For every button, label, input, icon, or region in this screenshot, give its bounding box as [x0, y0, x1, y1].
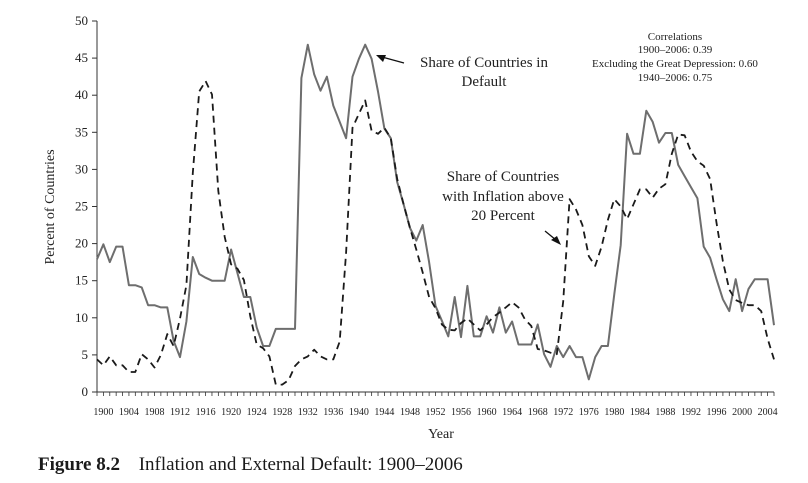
- x-tick-label: 1992: [681, 407, 701, 418]
- y-axis-title: Percent of Countries: [43, 149, 58, 264]
- y-tick-label: 5: [82, 347, 89, 362]
- annotation-inflation-arrowhead-icon: [551, 236, 561, 245]
- x-tick-label: 2004: [758, 407, 778, 418]
- series-line-default: [96, 43, 775, 381]
- y-tick-label: 35: [75, 124, 88, 139]
- annotation-inflation-label: Share of Countries with Inflation above …: [442, 169, 564, 245]
- y-tick-label: 10: [75, 310, 88, 325]
- x-tick-label: 1968: [528, 407, 548, 418]
- x-tick-label: 1952: [426, 407, 446, 418]
- annotation-default-arrow: [381, 56, 405, 64]
- figure-title: Inflation and External Default: 1900–200…: [138, 454, 463, 475]
- y-tick-label: 0: [82, 384, 89, 399]
- x-tick-label: 1980: [604, 407, 624, 418]
- y-tick-label: 40: [75, 87, 88, 102]
- annotation-inflation-line2: with Inflation above: [442, 189, 564, 205]
- x-tick-label: 1932: [298, 407, 318, 418]
- x-tick-label: 1900: [93, 407, 113, 418]
- x-tick-label: 1916: [196, 407, 216, 418]
- y-tick-label: 45: [75, 50, 88, 65]
- x-tick-label: 1996: [707, 407, 727, 418]
- figure-caption: Figure 8.2 Inflation and External Defaul…: [38, 454, 463, 476]
- x-tick-label: 1940: [349, 407, 369, 418]
- y-tick-label: 25: [75, 199, 88, 214]
- annotation-default-line1: Share of Countries in: [420, 55, 548, 71]
- correlations-line4: 1940–2006: 0.75: [638, 72, 713, 84]
- annotation-default-label: Share of Countries in Default: [376, 55, 548, 90]
- series-line-inflation: [96, 80, 775, 386]
- annotation-default-arrowhead-icon: [376, 55, 386, 62]
- figure-label: Figure 8.2: [38, 454, 120, 475]
- correlations-line1: Correlations: [648, 31, 702, 43]
- x-tick-label: 1972: [553, 407, 573, 418]
- correlations-line3: Excluding the Great Depression: 0.60: [592, 58, 758, 70]
- annotation-default-line2: Default: [462, 74, 508, 90]
- y-tick-label: 15: [75, 273, 88, 288]
- x-tick-label: 1944: [374, 407, 394, 418]
- annotation-inflation-line1: Share of Countries: [447, 169, 560, 185]
- x-tick-label: 1904: [119, 407, 139, 418]
- x-tick-label: 1988: [655, 407, 675, 418]
- x-axis-title: Year: [428, 427, 454, 442]
- x-tick-label: 2000: [732, 407, 752, 418]
- x-tick-label: 1924: [247, 407, 267, 418]
- x-tick-label: 1964: [502, 407, 522, 418]
- x-tick-label: 1960: [477, 407, 497, 418]
- x-tick-label: 1948: [400, 407, 420, 418]
- y-tick-label: 20: [75, 236, 88, 251]
- annotation-inflation-line3: 20 Percent: [471, 208, 536, 224]
- x-tick-label: 1920: [221, 407, 241, 418]
- y-ticks: 0 5 10 15 20 25 30 35 40 45 50: [75, 13, 97, 399]
- x-tick-label: 1984: [630, 407, 650, 418]
- x-tick-label: 1976: [579, 407, 599, 418]
- y-tick-label: 50: [75, 13, 88, 28]
- x-tick-label: 1912: [170, 407, 190, 418]
- x-tick-label: 1908: [144, 407, 164, 418]
- annotation-correlations: Correlations 1900–2006: 0.39 Excluding t…: [592, 31, 758, 84]
- line-chart: 0 5 10 15 20 25 30 35 40 45 50 1900 1904 1908 1912 191…: [43, 13, 778, 442]
- x-tick-label: 1956: [451, 407, 471, 418]
- y-tick-label: 30: [75, 161, 88, 176]
- series-layer: [96, 43, 775, 386]
- x-tick-label: 1928: [272, 407, 292, 418]
- x-ticks: 1900 1904 1908 1912 1916 1920 1924 1928 1932 1936…: [93, 392, 778, 418]
- correlations-line2: 1900–2006: 0.39: [638, 44, 713, 56]
- x-tick-label: 1936: [323, 407, 343, 418]
